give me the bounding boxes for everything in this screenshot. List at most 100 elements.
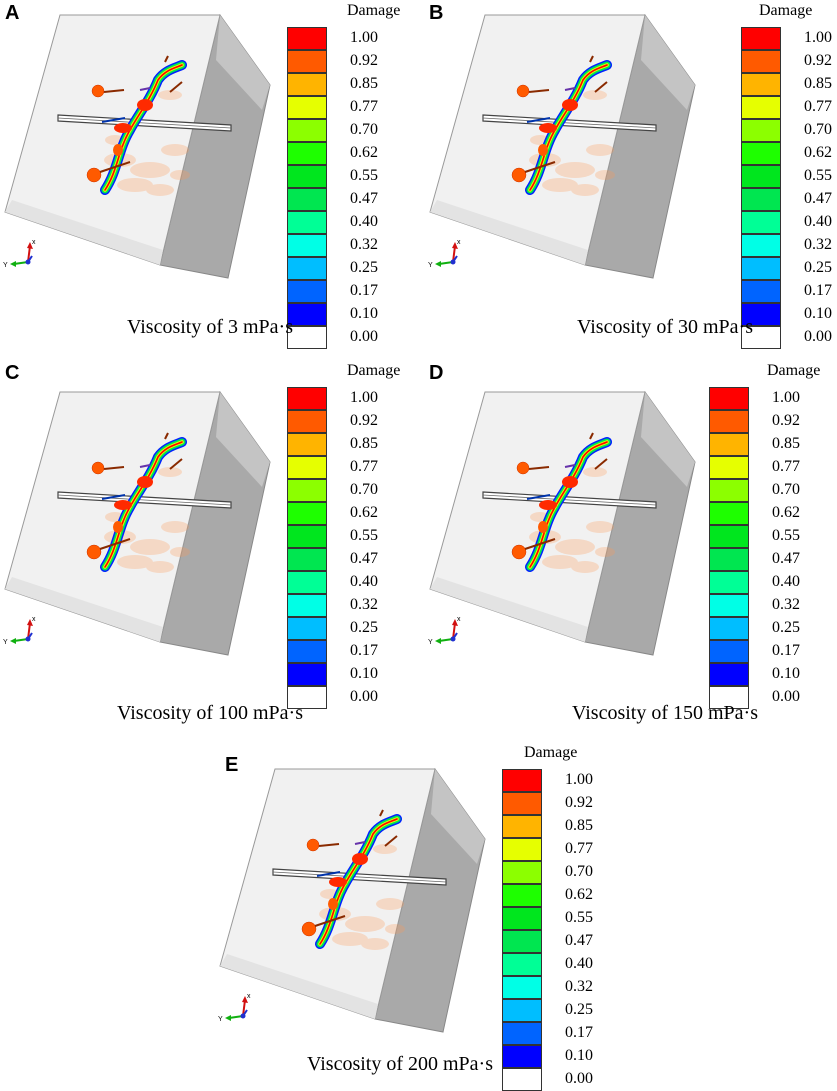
legend-value: 1.00 xyxy=(565,771,593,788)
legend-value: 0.62 xyxy=(350,504,378,521)
legend-value: 0.00 xyxy=(772,688,800,705)
axis-triad: xY xyxy=(428,616,461,646)
ghost-shape xyxy=(542,555,578,569)
fracture-line xyxy=(101,494,126,500)
figure-caption: Viscosity of 30 mPa·s xyxy=(576,316,753,338)
legend-value: 0.55 xyxy=(350,167,378,184)
legend-swatch xyxy=(741,188,781,211)
legend-swatch xyxy=(287,433,327,456)
damage-core xyxy=(114,123,132,133)
ghost-shape xyxy=(130,162,170,178)
legend-value: 0.92 xyxy=(565,794,593,811)
legend-value: 0.10 xyxy=(804,305,832,322)
legend-swatch xyxy=(287,456,327,479)
legend-value: 0.10 xyxy=(565,1047,593,1064)
axis-triad: xY xyxy=(428,239,461,269)
legend-value: 0.17 xyxy=(804,282,832,299)
axis-triad: xY xyxy=(3,239,36,269)
damage-core xyxy=(539,123,557,133)
legend-value: 0.32 xyxy=(350,596,378,613)
legend-value: 0.85 xyxy=(350,75,378,92)
damage-legend: Damage 1.00 0.92 0.85 0.77 0.70 0.62 0.55 0.47 0.… xyxy=(287,0,417,349)
legend-swatch xyxy=(502,884,542,907)
fracture-line xyxy=(524,161,556,173)
fracture-line xyxy=(103,89,125,93)
legend-swatch xyxy=(502,930,542,953)
fracture-line xyxy=(528,466,550,470)
axis-triad: xY xyxy=(3,616,36,646)
legend-swatch xyxy=(287,73,327,96)
legend-value: 0.62 xyxy=(350,144,378,161)
legend-value: 0.17 xyxy=(772,642,800,659)
interface-line xyxy=(57,117,232,129)
axis-x-arrow xyxy=(452,619,458,626)
ghost-shape xyxy=(542,178,578,192)
legend-swatch xyxy=(502,1022,542,1045)
block-side-highlight xyxy=(431,769,485,864)
damage-model-view: xY xyxy=(428,13,696,279)
legend-value: 0.25 xyxy=(804,259,832,276)
damage-core xyxy=(113,521,123,533)
damage-fracture xyxy=(86,55,187,195)
legend-value: 0.10 xyxy=(350,305,378,322)
fracture-line xyxy=(524,538,556,550)
legend-value: 0.25 xyxy=(350,619,378,636)
legend-swatch xyxy=(502,907,542,930)
legend-value: 0.85 xyxy=(350,435,378,452)
axis-origin xyxy=(450,636,456,642)
axis-y-arrow xyxy=(225,1015,231,1021)
block-bottom-edge xyxy=(5,577,163,642)
legend-swatch xyxy=(741,73,781,96)
legend-swatch xyxy=(287,280,327,303)
legend-swatch xyxy=(502,1045,542,1068)
legend-value: 0.85 xyxy=(772,435,800,452)
interface-line xyxy=(272,871,447,883)
legend-swatch xyxy=(709,410,749,433)
legend-value: 0.92 xyxy=(350,412,378,429)
legend-swatch xyxy=(741,50,781,73)
axis-y-label: Y xyxy=(428,262,433,269)
ghost-shape xyxy=(361,938,389,950)
legend-value: 0.92 xyxy=(804,52,832,69)
legend-value: 0.00 xyxy=(350,328,378,345)
fracture-line xyxy=(318,843,340,847)
legend-swatch xyxy=(287,257,327,280)
legend-swatch xyxy=(287,479,327,502)
legend-swatch xyxy=(709,663,749,686)
fracture-line xyxy=(594,458,608,470)
damage-fracture xyxy=(301,809,402,949)
legend-swatch xyxy=(709,548,749,571)
legend-value: 0.70 xyxy=(565,863,593,880)
damage-model-view: xY xyxy=(218,767,486,1033)
legend-swatch xyxy=(741,165,781,188)
axis-origin xyxy=(450,259,456,265)
legend-swatch xyxy=(741,96,781,119)
axis-x-line xyxy=(242,999,246,1017)
legend-swatch xyxy=(741,257,781,280)
legend-value: 0.40 xyxy=(350,213,378,230)
axis-y-label: Y xyxy=(3,639,8,646)
ghost-shape xyxy=(146,561,174,573)
legend-swatch xyxy=(287,303,327,326)
fracture-line xyxy=(164,55,169,63)
legend-value: 1.00 xyxy=(350,389,378,406)
legend-title: Damage xyxy=(759,2,813,19)
legend-value: 0.77 xyxy=(350,458,378,475)
perforation-ghosts xyxy=(319,844,405,950)
axis-origin xyxy=(240,1013,246,1019)
legend-value: 1.00 xyxy=(350,29,378,46)
ghost-shape xyxy=(170,547,190,557)
legend-swatch xyxy=(709,617,749,640)
ghost-shape xyxy=(586,144,614,156)
axis-x-label: x xyxy=(32,239,36,246)
legend-value: 0.92 xyxy=(350,52,378,69)
fracture-line xyxy=(169,81,183,93)
legend-value: 0.32 xyxy=(350,236,378,253)
legend-swatch xyxy=(502,838,542,861)
legend-swatch xyxy=(502,976,542,999)
legend-swatch xyxy=(287,640,327,663)
ghost-shape xyxy=(373,844,397,854)
fracture-line xyxy=(314,915,346,927)
legend-value: 0.47 xyxy=(772,550,800,567)
